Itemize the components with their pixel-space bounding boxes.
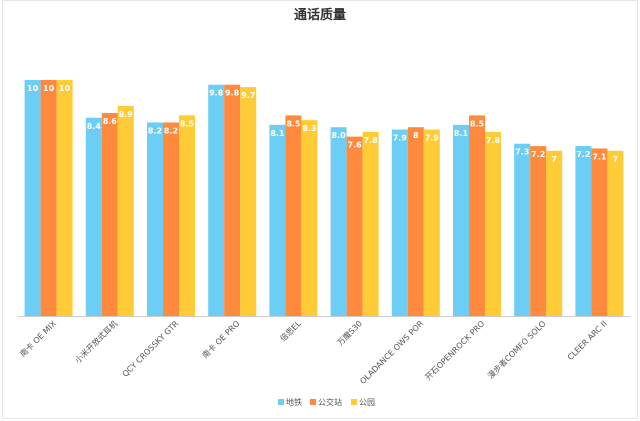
bar-value-label: 10: [43, 84, 55, 93]
bar: [101, 113, 118, 316]
bar: [285, 115, 302, 317]
bar-value-label: 8.5: [470, 119, 485, 128]
bar: [469, 115, 485, 317]
bar: [85, 117, 102, 316]
bar-value-label: 9.8: [225, 89, 240, 98]
bar: [117, 105, 134, 317]
bar: [485, 131, 501, 316]
bar-value-label: 7.2: [531, 150, 545, 159]
bar: [147, 122, 163, 316]
category-label: QCY CROSSKY GTR: [121, 319, 181, 379]
bar-value-label: 7.6: [348, 141, 363, 150]
legend-swatch: [310, 399, 316, 405]
chart-title: 通话质量: [293, 8, 346, 23]
bar: [607, 150, 624, 316]
category-label: 小米开放式耳机: [73, 318, 120, 365]
bar-value-label: 8.5: [180, 119, 195, 128]
bar-value-label: 8.5: [286, 119, 301, 128]
bar: [591, 148, 608, 316]
bar: [24, 80, 41, 316]
bar: [391, 129, 408, 316]
category-label: CLEER ARC II: [566, 319, 609, 362]
bar-value-label: 8.6: [103, 117, 118, 126]
bar: [453, 124, 469, 316]
bar-value-label: 9.7: [241, 91, 255, 100]
legend-swatch: [351, 399, 357, 405]
bar: [575, 146, 592, 316]
category-label: 万魔S30: [335, 318, 364, 347]
category-label: 倍思EL: [278, 318, 303, 343]
bar: [163, 122, 179, 316]
bar: [514, 143, 531, 316]
legend-label: 公园: [359, 398, 375, 407]
bar-value-label: 7.9: [393, 134, 408, 143]
bar-value-label: 7: [551, 155, 557, 164]
bar-value-label: 7.8: [486, 136, 501, 145]
bar: [269, 124, 286, 316]
bar-value-label: 8: [413, 131, 419, 140]
legend-label: 地铁: [286, 397, 302, 407]
category-label: 开石OPENROCK PRO: [423, 319, 486, 382]
bars-layer: [24, 80, 624, 317]
bar-value-label: 8.1: [454, 129, 469, 138]
bar: [530, 146, 547, 316]
bar-labels-layer: 10 10 108.48.68.98.2 8.28.59.8 9.8 9.78.18.58…: [27, 84, 618, 164]
bar: [362, 131, 379, 316]
bar-value-label: 8.0: [332, 131, 347, 140]
bar: [330, 127, 347, 316]
category-label: 南卡 OE PRO: [200, 318, 242, 360]
bar-value-label: 7.2: [576, 150, 590, 159]
bar: [40, 80, 57, 316]
category-label: 南卡 OE MIX: [18, 318, 59, 359]
bar-value-label: 8.4: [87, 122, 102, 131]
bar-value-label: 10: [27, 84, 39, 93]
bar-value-label: 7.1: [592, 152, 607, 161]
bar: [346, 136, 363, 316]
bar-value-label: 10: [59, 84, 71, 93]
bar-value-label: 7.9: [425, 134, 440, 143]
category-label: 漫步者COMFO SOLO: [485, 318, 547, 380]
bar-value-label: 8.1: [270, 129, 285, 138]
bar-value-label: 8.3: [302, 124, 316, 133]
bar-value-label: 8.2: [148, 126, 162, 135]
bar-value-label: 7.3: [515, 148, 529, 157]
bar: [179, 115, 195, 317]
bar: [407, 127, 424, 316]
bar-value-label: 8.9: [119, 110, 134, 119]
bar: [546, 150, 563, 316]
bar-value-label: 7.8: [364, 136, 379, 145]
bar: [56, 80, 73, 316]
legend: 地铁 公交站 公园: [278, 397, 375, 407]
bar: [423, 129, 440, 316]
category-labels-layer: 南卡 OE MIX 小米开放式耳机 QCY CROSSKY GTR 南卡 OE PRO…: [18, 318, 609, 386]
bar: [224, 84, 241, 316]
bar-value-label: 9.8: [209, 89, 224, 98]
category-label: OLADANCE OWS POR: [358, 319, 425, 386]
bar: [240, 87, 257, 316]
bar-value-label: 8.2: [164, 126, 178, 135]
bar: [301, 120, 318, 317]
bar: [208, 84, 225, 316]
legend-label: 公交站: [318, 397, 342, 407]
bar-value-label: 7: [613, 155, 619, 164]
legend-swatch: [278, 399, 284, 405]
